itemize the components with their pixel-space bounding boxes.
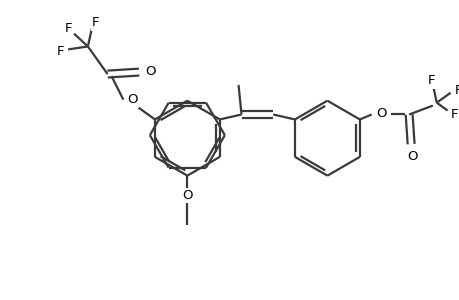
Text: F: F xyxy=(92,16,99,29)
Text: O: O xyxy=(146,64,156,78)
Text: O: O xyxy=(406,150,416,164)
Text: F: F xyxy=(427,74,435,88)
Text: F: F xyxy=(454,84,459,97)
Text: O: O xyxy=(127,93,137,106)
Text: O: O xyxy=(182,189,192,202)
Text: F: F xyxy=(56,45,64,58)
Text: O: O xyxy=(375,107,386,120)
Text: F: F xyxy=(450,108,457,121)
Text: F: F xyxy=(64,22,72,35)
